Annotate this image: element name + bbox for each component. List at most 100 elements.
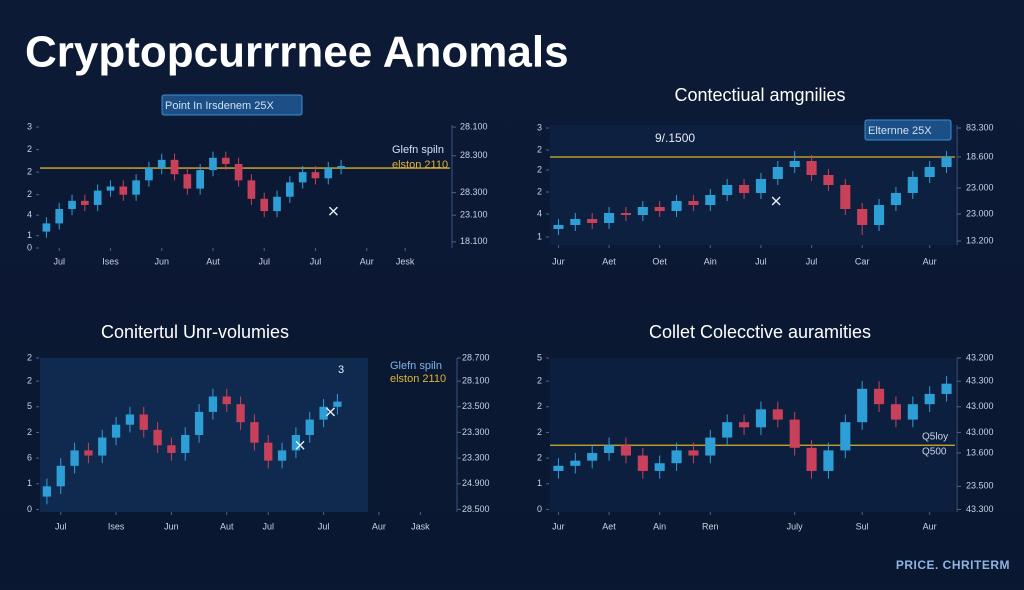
x-tick-label: Jul: [310, 256, 322, 266]
y2-tick-label: 28.300: [460, 187, 488, 197]
candle-body: [941, 157, 952, 167]
candle-body: [194, 411, 204, 435]
candle-body: [874, 205, 885, 225]
y2-tick-label: 23.000: [966, 208, 994, 218]
candle-body: [722, 422, 733, 438]
candle-body: [671, 450, 682, 464]
y-tick-label: 1: [537, 231, 542, 241]
y2-tick-label: 23.500: [462, 401, 490, 411]
candle-body: [739, 422, 750, 428]
candle-body: [637, 207, 648, 215]
y2-tick-label: 83.300: [966, 122, 994, 132]
candle-body: [924, 167, 935, 177]
candle-body: [153, 429, 162, 446]
y2-tick-label: 28.700: [462, 352, 490, 362]
candle-body: [55, 209, 64, 224]
candle-body: [260, 198, 269, 212]
y2-tick-label: 23.300: [462, 427, 490, 437]
candle-body: [319, 406, 328, 420]
candle-body: [570, 219, 581, 225]
y2-tick-label: 23.300: [462, 452, 490, 462]
y-tick-label: 2: [537, 375, 542, 385]
x-tick-label: Jesk: [396, 256, 415, 266]
y-tick-label: 1: [537, 478, 542, 488]
candle-body: [209, 157, 217, 171]
y-tick-label: 2: [27, 352, 32, 362]
anomaly-marker: [326, 407, 335, 417]
candle-body: [654, 207, 665, 211]
callout-box: [864, 119, 952, 141]
y-tick-label: 2: [27, 427, 32, 437]
plot-area: [550, 358, 955, 512]
y2-tick-label: 23.100: [460, 210, 488, 220]
y-tick-label: 1: [27, 478, 32, 488]
candle-body: [553, 465, 564, 471]
candle-body: [84, 450, 93, 456]
x-tick-label: Jul: [53, 256, 65, 266]
callout-box: [161, 94, 303, 116]
candle-body: [806, 161, 817, 175]
candle-body: [277, 450, 287, 461]
chart-title: Contectiual amgnilies: [674, 85, 845, 105]
candle-body: [247, 180, 256, 199]
candle-body: [688, 201, 699, 205]
y-tick-label: 2: [537, 401, 542, 411]
y2-tick-label: 28.300: [460, 150, 488, 160]
candle-body: [139, 414, 148, 430]
annotation: 3: [338, 364, 344, 376]
candle-body: [167, 445, 176, 453]
y-tick-label: 4: [537, 208, 542, 218]
y-tick-label: 2: [537, 144, 542, 154]
x-tick-label: Jul: [262, 521, 274, 531]
candle-body: [234, 163, 243, 181]
candle-body: [789, 161, 800, 167]
highlight-region: [40, 358, 368, 512]
annotation: 9/.1500: [655, 131, 695, 145]
x-tick-label: Aut: [220, 521, 234, 531]
x-tick-label: Ain: [704, 256, 717, 266]
candle-body: [93, 190, 102, 205]
x-tick-label: Jul: [806, 256, 818, 266]
x-tick-label: Jul: [55, 521, 67, 531]
candle-body: [823, 450, 834, 471]
y-tick-label: 5: [27, 401, 32, 411]
candle-body: [604, 445, 615, 453]
y-tick-label: 6: [27, 452, 32, 462]
candle-body: [570, 460, 581, 466]
x-tick-label: Jask: [411, 521, 430, 531]
x-tick-label: Ren: [702, 521, 719, 531]
y2-tick-label: 23.000: [966, 182, 994, 192]
y-tick-label: 4: [27, 210, 32, 220]
x-tick-label: Ises: [102, 256, 119, 266]
annotation: Glefn spiln: [390, 360, 442, 372]
x-tick-label: July: [787, 521, 804, 531]
candle-body: [286, 182, 294, 197]
candle-body: [823, 175, 834, 185]
candle-body: [671, 201, 682, 211]
candle-body: [42, 223, 51, 232]
x-tick-label: Aet: [602, 256, 616, 266]
candle-body: [170, 159, 179, 175]
annotation: Glefn spiln: [392, 144, 444, 156]
candle-body: [553, 225, 564, 229]
candle-body: [755, 409, 766, 428]
x-tick-label: Aur: [923, 521, 937, 531]
x-tick-label: Jur: [552, 521, 565, 531]
x-tick-label: Jun: [154, 256, 169, 266]
x-tick-label: Aur: [923, 256, 937, 266]
x-tick-label: Aur: [360, 256, 374, 266]
candle-body: [705, 437, 716, 456]
x-tick-label: Aut: [206, 256, 220, 266]
y-tick-label: 2: [27, 167, 32, 177]
candle-body: [604, 213, 615, 223]
y-tick-label: 2: [27, 189, 32, 199]
candle-body: [208, 396, 218, 412]
candle-body: [324, 168, 333, 179]
candle-body: [236, 404, 245, 423]
candle-body: [333, 401, 342, 407]
candle-body: [56, 465, 65, 487]
chart-title: Conitertul Unr-volumies: [101, 322, 289, 342]
candle-body: [70, 450, 79, 466]
candle-body: [874, 388, 885, 405]
candle-body: [132, 180, 140, 195]
